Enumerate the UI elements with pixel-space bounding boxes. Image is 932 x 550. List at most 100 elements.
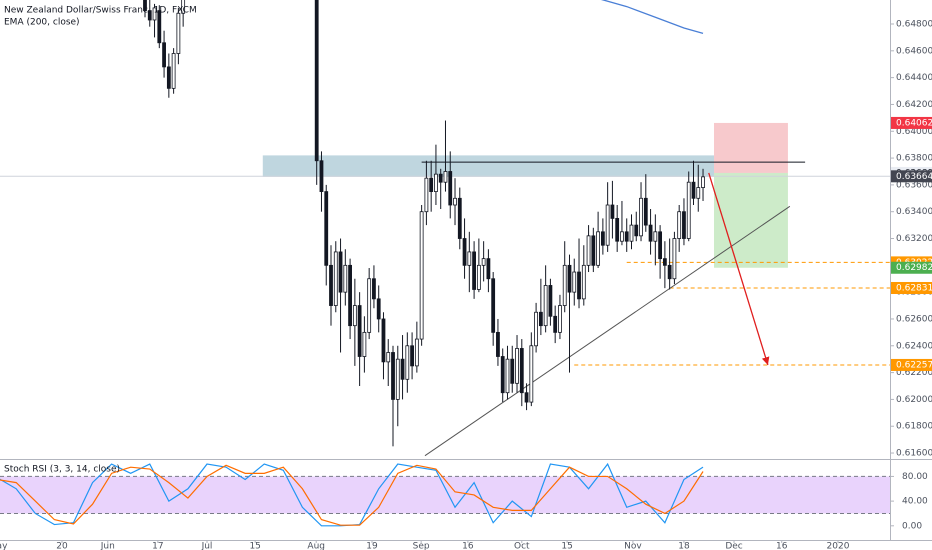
candle-body — [453, 197, 457, 206]
candle-body — [677, 211, 682, 239]
candle-body — [558, 305, 562, 333]
candle-body — [419, 211, 424, 340]
x-tick-label: 2020 — [827, 542, 850, 550]
stop-loss-box — [714, 122, 788, 173]
ema-line — [600, 0, 704, 35]
indicator-label: EMA (200, close) — [4, 18, 80, 28]
candle-body — [591, 235, 596, 266]
stoch-band — [0, 476, 890, 514]
candle-body — [610, 204, 615, 219]
candle-body — [352, 305, 357, 327]
candle-body — [443, 171, 448, 183]
candle-body — [553, 315, 558, 333]
candle-body — [658, 231, 663, 260]
candle-body — [324, 191, 329, 266]
y-tick-label: 0.64200 — [896, 100, 932, 110]
candle-body — [467, 251, 472, 266]
candle-body — [472, 251, 476, 290]
price-marker-label: 0.62257 — [896, 360, 932, 370]
y-tick-label: 0.63600 — [896, 180, 932, 190]
candle-body — [329, 264, 333, 306]
candle-body — [534, 311, 538, 347]
candle-body — [491, 278, 496, 333]
candle-body — [367, 278, 372, 333]
candle-body — [515, 348, 519, 384]
candle-body — [414, 338, 419, 367]
candle-body — [176, 12, 181, 54]
price-marker — [891, 170, 932, 183]
candle-body — [372, 278, 376, 300]
candle-body — [343, 264, 348, 293]
chart-title: New Zealand Dollar/Swiss Franc, 1D, FXCM — [4, 6, 197, 16]
candle-body — [143, 0, 147, 11]
stoch-tick-label: 80.00 — [902, 472, 928, 482]
candle-body — [543, 285, 548, 327]
y-tick-label: 0.61600 — [896, 449, 932, 459]
candle-body — [429, 177, 434, 192]
candle-body — [181, 0, 186, 14]
candle-body — [596, 231, 601, 266]
x-tick-label: Sep — [413, 542, 430, 550]
price-marker-label: 0.62831 — [896, 283, 932, 293]
candle-body — [605, 204, 610, 246]
price-marker — [891, 358, 932, 371]
candle-body — [376, 298, 381, 320]
candle-body — [581, 264, 586, 300]
candle-body — [691, 181, 696, 199]
candle-body — [682, 211, 686, 239]
candle-body — [424, 177, 429, 213]
y-tick-label: 0.64800 — [896, 19, 932, 29]
candle-body — [166, 66, 171, 89]
x-tick-label: Nov — [624, 542, 642, 550]
x-tick-label: 17 — [152, 542, 163, 550]
candle-body — [562, 264, 567, 306]
price-marker — [891, 281, 932, 294]
candle-body — [577, 271, 581, 300]
stoch-tick-label: 0.00 — [902, 521, 922, 531]
candle-body — [481, 258, 486, 266]
stoch-line — [0, 464, 704, 526]
x-tick-label: 15 — [249, 542, 260, 550]
candle-body — [620, 231, 624, 242]
x-tick-label: Aug — [307, 542, 325, 550]
projection-arrow — [708, 172, 770, 366]
candle-body — [548, 285, 553, 317]
candle-body — [448, 171, 453, 206]
candle-body — [519, 348, 524, 394]
candle-body — [667, 264, 672, 280]
candle-body — [357, 305, 362, 357]
candle-body — [643, 197, 648, 226]
candle-body — [500, 356, 505, 394]
candle-body — [586, 235, 591, 266]
candle-body — [152, 7, 157, 21]
candle-body — [538, 311, 543, 327]
candle-body — [338, 251, 343, 293]
candle-body — [314, 0, 319, 162]
price-marker-label: 0.62982 — [896, 263, 932, 273]
candle-body — [362, 331, 367, 357]
take-profit-box — [714, 172, 788, 268]
y-tick-label: 0.63800 — [896, 154, 932, 164]
candle-body — [162, 42, 166, 68]
candle-body — [639, 197, 643, 237]
candle-body — [653, 231, 658, 242]
candle-body — [486, 258, 491, 280]
x-tick-label: 16 — [776, 542, 788, 550]
y-tick-label: 0.64000 — [896, 127, 932, 137]
x-tick-label: 18 — [678, 542, 690, 550]
x-tick-label: 20 — [56, 542, 68, 550]
y-tick-label: 0.61800 — [896, 422, 932, 432]
candle-body — [600, 231, 605, 246]
x-tick-label: Jul — [201, 542, 213, 550]
stoch-tick-label: 40.00 — [902, 497, 928, 507]
candle-body — [457, 197, 462, 239]
resistance-zone — [262, 155, 730, 177]
stoch-title: Stoch RSI (3, 3, 14, close) — [4, 465, 120, 475]
y-tick-label: 0.63400 — [896, 207, 932, 217]
candle-body — [410, 345, 414, 367]
candle-body — [567, 264, 572, 293]
candle-body — [391, 352, 395, 400]
x-tick-label: Dec — [725, 542, 742, 550]
candle-body — [629, 224, 634, 242]
